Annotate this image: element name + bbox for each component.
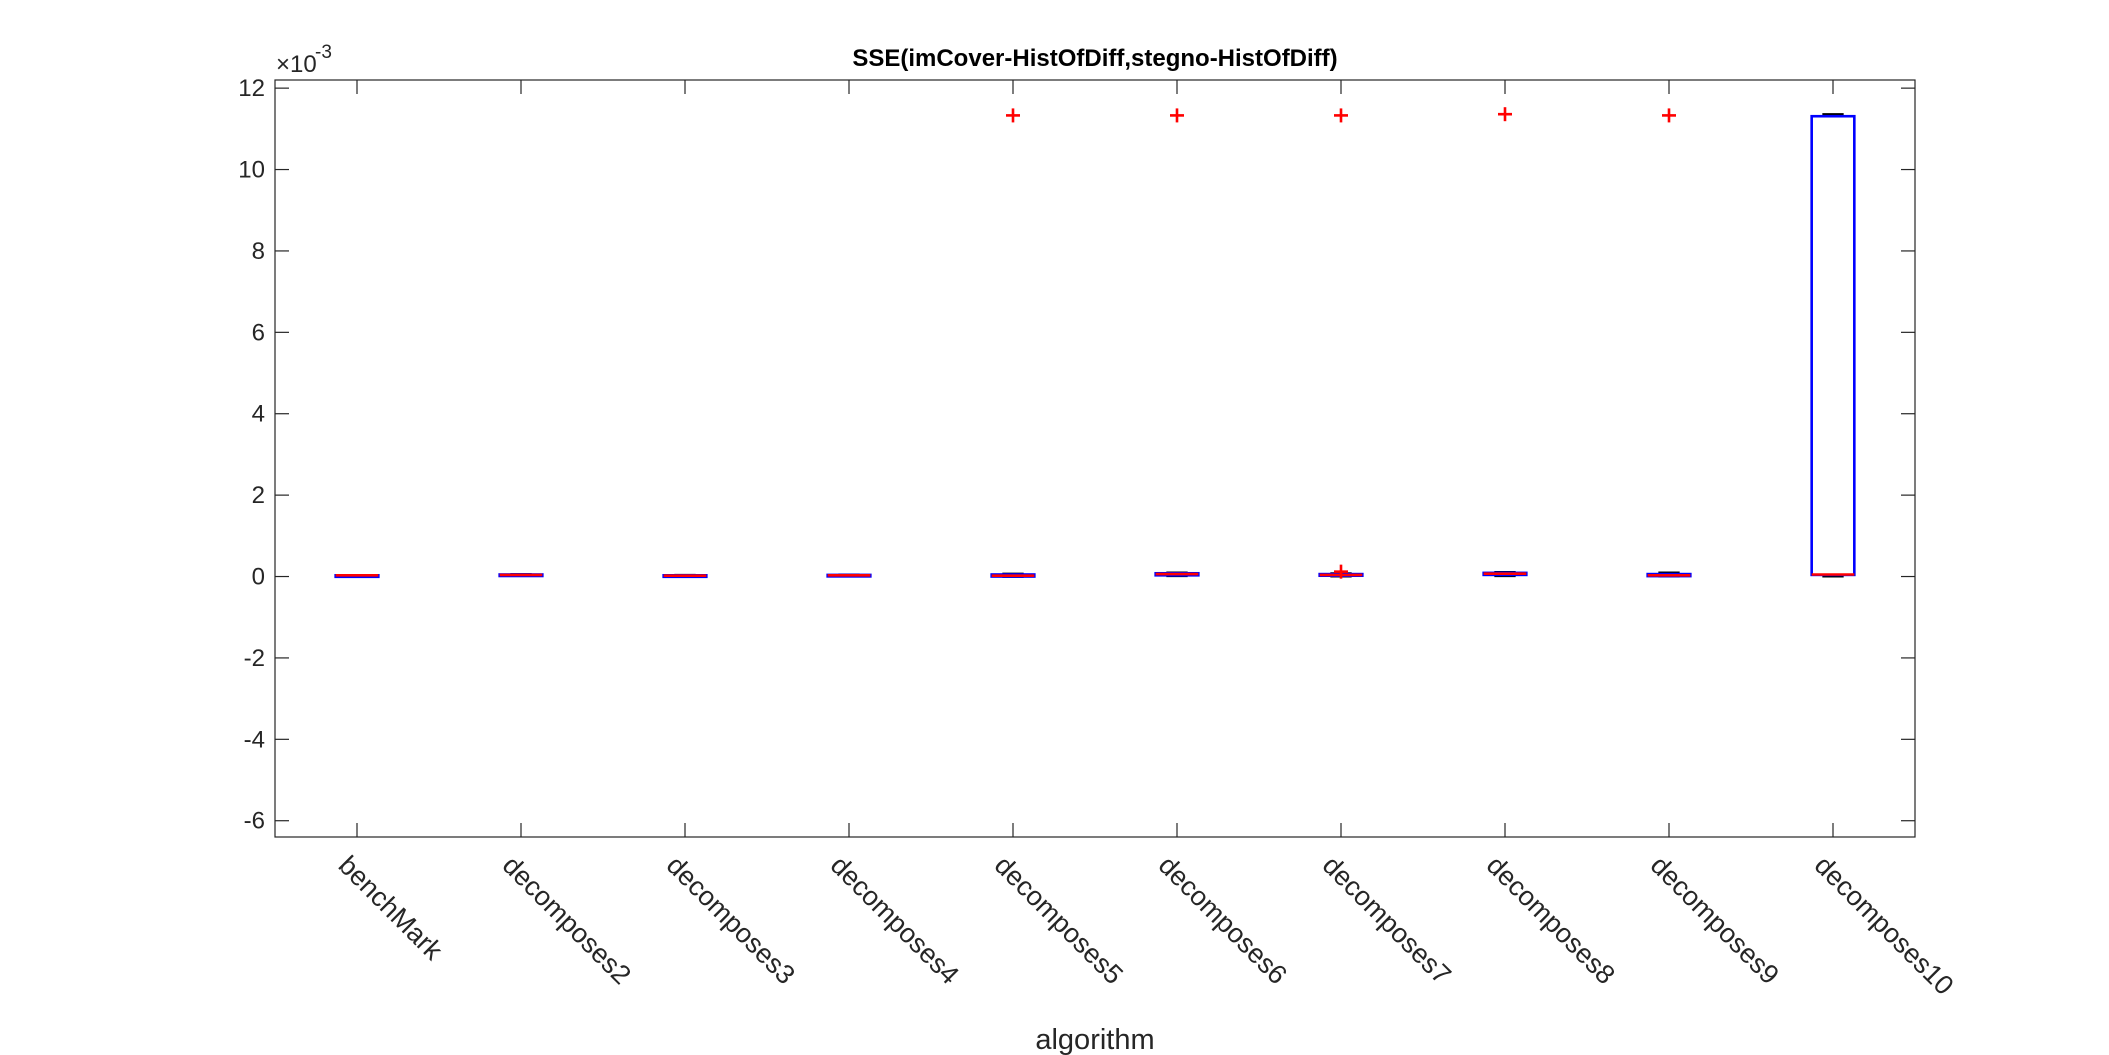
- outlier-marker: [1334, 108, 1348, 123]
- boxes-layer: [334, 107, 1856, 579]
- box-decomposes2: [498, 573, 544, 578]
- outlier-marker: [1006, 108, 1020, 123]
- outlier-marker: [1498, 107, 1512, 122]
- box-decomposes4: [826, 573, 872, 578]
- y-tick-label: 12: [238, 75, 265, 102]
- box-benchMark: [334, 574, 380, 579]
- y-tick-label: 2: [252, 482, 265, 509]
- box-decomposes6: [1154, 108, 1200, 578]
- y-tick-label: -6: [244, 808, 265, 835]
- y-tick-label: -4: [244, 726, 265, 753]
- axes-frame: [274, 79, 1916, 838]
- y-exponent-base: ×10: [276, 51, 317, 78]
- chart-title: SSE(imCover-HistOfDiff,stegno-HistOfDiff…: [852, 45, 1337, 72]
- outlier-marker: [1662, 108, 1676, 123]
- x-axis-label: algorithm: [1035, 1024, 1154, 1055]
- x-tick-marks: [356, 80, 1834, 837]
- x-tick-label: decomposes9: [1645, 850, 1785, 990]
- x-tick-label: decomposes5: [989, 850, 1129, 990]
- y-tick-label: -2: [244, 645, 265, 672]
- x-tick-label: decomposes2: [497, 850, 637, 990]
- y-tick-label: 4: [252, 401, 265, 428]
- x-tick-labels: benchMark decomposes2 decomposes3 decompose…: [333, 850, 1960, 1001]
- outlier-marker: [1334, 564, 1348, 579]
- box-decomposes8: [1482, 107, 1528, 578]
- x-tick-label: decomposes6: [1153, 850, 1293, 990]
- y-tick-label: 8: [252, 238, 265, 265]
- y-exponent-power: -3: [315, 42, 332, 63]
- y-tick-label: 10: [238, 157, 265, 184]
- y-tick-labels: -6 -4 -2 0 2 4 6 8 10 12: [238, 75, 265, 835]
- box-decomposes10: [1810, 113, 1856, 578]
- box-decomposes5: [990, 108, 1036, 578]
- outlier-marker: [1170, 108, 1184, 123]
- x-tick-label: benchMark: [333, 850, 449, 966]
- x-tick-label: decomposes4: [825, 850, 965, 990]
- box-decomposes7: [1318, 108, 1364, 579]
- y-tick-marks: [275, 87, 1915, 822]
- plot-area-background: [275, 80, 1915, 837]
- x-tick-label: decomposes8: [1481, 850, 1621, 990]
- box-decomposes3: [662, 573, 708, 579]
- y-tick-label: 0: [252, 564, 265, 591]
- box-decomposes9: [1646, 108, 1692, 578]
- y-tick-label: 6: [252, 319, 265, 346]
- x-tick-label: decomposes3: [661, 850, 801, 990]
- x-tick-label: decomposes7: [1317, 850, 1457, 990]
- x-tick-label: decomposes10: [1809, 850, 1960, 1001]
